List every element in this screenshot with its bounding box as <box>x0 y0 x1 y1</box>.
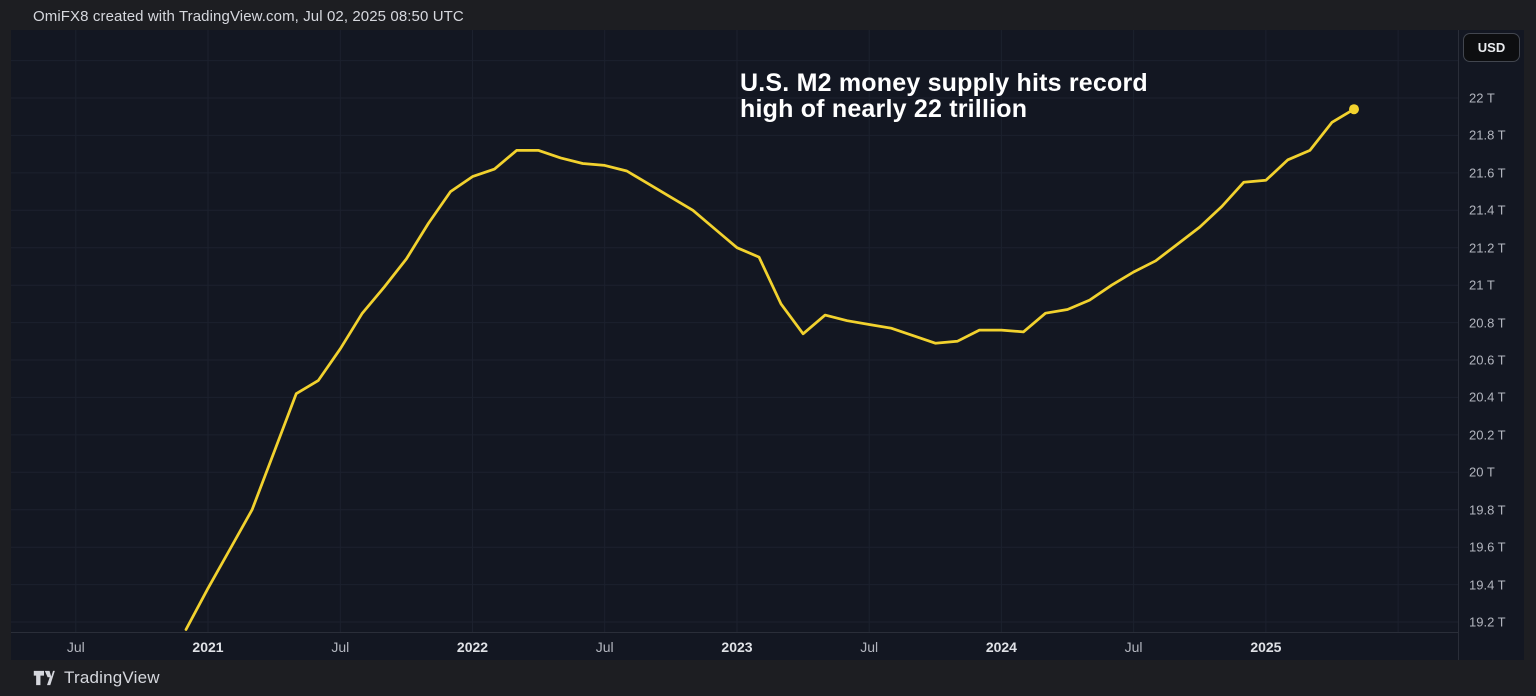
price-tick-label: 20 T <box>1469 464 1495 480</box>
time-tick-label: 2021 <box>192 639 224 655</box>
price-tick-label: 19.4 T <box>1469 577 1506 593</box>
chart-annotation-title: U.S. M2 money supply hits record high of… <box>740 70 1148 122</box>
price-tick-label: 22 T <box>1469 90 1495 106</box>
time-tick-label: 2025 <box>1250 639 1282 655</box>
currency-button[interactable]: USD <box>1463 33 1520 62</box>
time-tick-label: 2023 <box>721 639 753 655</box>
price-tick-label: 21.2 T <box>1469 240 1506 256</box>
footer-bar: TradingView <box>0 660 1536 696</box>
m2-line-series <box>184 107 1356 631</box>
time-tick-label: Jul <box>66 639 85 655</box>
price-tick-label: 21.4 T <box>1469 202 1506 218</box>
price-tick-label: 21 T <box>1469 277 1495 293</box>
price-tick-label: 19.6 T <box>1469 539 1506 555</box>
time-tick-label: 2024 <box>985 639 1017 655</box>
time-tick-label: Jul <box>860 639 879 655</box>
attribution-text: OmiFX8 created with TradingView.com, Jul… <box>33 8 464 25</box>
time-tick-label: Jul <box>595 639 614 655</box>
price-axis[interactable]: USD 22 T 21.8 T 21.6 T 21.4 T 21.2 T 21 T 20.8… <box>1458 30 1524 660</box>
chart-annotation-line1: U.S. M2 money supply hits record <box>740 69 1148 97</box>
price-tick-label: 20.6 T <box>1469 352 1506 368</box>
price-tick-label: 21.6 T <box>1469 165 1506 181</box>
m2-line-chart[interactable] <box>11 30 1458 632</box>
time-tick-label: Jul <box>1124 639 1143 655</box>
chart-annotation-line2: high of nearly 22 trillion <box>740 95 1028 123</box>
price-tick-label: 19.8 T <box>1469 502 1506 518</box>
chart-pane[interactable]: U.S. M2 money supply hits record high of… <box>11 30 1458 632</box>
tradingview-logo-icon[interactable] <box>33 670 55 686</box>
time-tick-label: 2022 <box>456 639 489 655</box>
last-point-marker <box>1349 104 1359 115</box>
price-tick-label: 20.8 T <box>1469 315 1506 331</box>
brand-name[interactable]: TradingView <box>64 668 160 687</box>
price-tick-label: 21.8 T <box>1469 127 1506 143</box>
time-tick-label: Jul <box>331 639 350 655</box>
time-axis[interactable]: Jul 2021 Jul 2022 Jul 2023 Jul 2024 Jul 2025 <box>11 632 1458 660</box>
price-tick-label: 19.2 T <box>1469 614 1506 630</box>
price-tick-label: 20.4 T <box>1469 389 1506 405</box>
price-tick-label: 20.2 T <box>1469 427 1506 443</box>
